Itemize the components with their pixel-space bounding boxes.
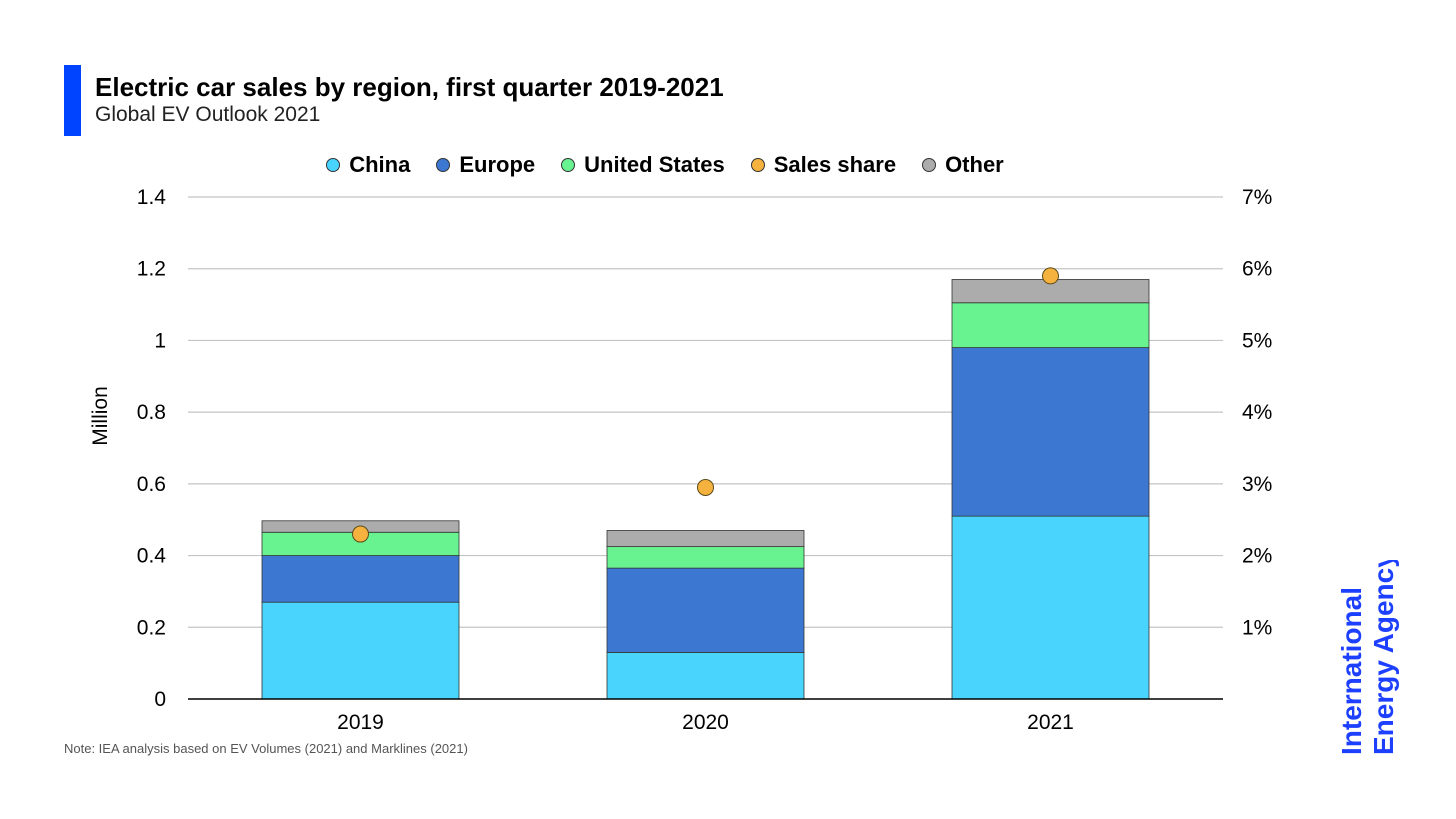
bar-europe-2019 (261, 555, 460, 603)
bar-europe-2020 (606, 567, 805, 653)
iea-logo-line2: Energy Agency (1368, 560, 1399, 755)
legend-item-sales-share: Sales share (750, 152, 897, 178)
legend: China Europe United States Sales share O… (0, 152, 1330, 178)
y-tick-label: 1.2 (137, 258, 166, 281)
bar-china-2021 (951, 515, 1150, 700)
x-tick-label: 2021 (1027, 711, 1074, 734)
y-tick-label: 0.6 (137, 473, 166, 496)
legend-dot-china (326, 158, 341, 172)
iea-logo-line1: International (1336, 587, 1367, 755)
legend-dot-other (922, 158, 937, 172)
sales-share-point-2020 (697, 478, 714, 496)
chart-note: Note: IEA analysis based on EV Volumes (… (64, 741, 468, 756)
y-tick-label: 1.4 (137, 186, 167, 209)
chart-title: Electric car sales by region, first quar… (95, 72, 724, 102)
y2-tick-label: 1% (1242, 616, 1272, 639)
legend-dot-sales-share (750, 158, 765, 172)
bar-united-states-2020 (606, 546, 805, 569)
title-accent-bar (64, 65, 81, 136)
bar-other-2020 (606, 530, 805, 548)
y-axis-label: Million (89, 386, 112, 446)
bar-united-states-2021 (951, 302, 1150, 348)
legend-label-other: Other (945, 152, 1004, 177)
legend-item-other: Other (922, 152, 1004, 178)
y2-tick-label: 6% (1242, 258, 1272, 281)
y2-tick-label: 3% (1242, 473, 1272, 496)
legend-label-sales-share: Sales share (773, 152, 897, 177)
bar-china-2019 (261, 601, 460, 700)
legend-label-china: China (349, 152, 411, 177)
sales-share-point-2021 (1042, 267, 1059, 285)
legend-dot-europe (436, 158, 451, 172)
legend-label-united-states: United States (584, 152, 725, 177)
y-tick-label: 0.4 (137, 545, 167, 568)
x-tick-label: 2019 (337, 711, 384, 734)
y-tick-label: 0.8 (137, 401, 166, 424)
legend-item-europe: Europe (436, 152, 535, 178)
legend-item-china: China (326, 152, 410, 178)
legend-label-europe: Europe (459, 152, 536, 177)
bar-china-2020 (606, 651, 805, 700)
iea-logo: International Energy Agency (1336, 560, 1399, 755)
bar-europe-2021 (951, 347, 1150, 517)
sales-share-point-2019 (352, 525, 369, 543)
x-tick-label: 2020 (682, 711, 729, 734)
y-tick-label: 1 (154, 329, 166, 352)
y-tick-label: 0.2 (137, 616, 166, 639)
legend-item-united-states: United States (561, 152, 725, 178)
y2-tick-label: 2% (1242, 545, 1272, 568)
y2-tick-label: 4% (1242, 401, 1272, 424)
legend-dot-united-states (561, 158, 576, 172)
y2-tick-label: 5% (1242, 329, 1272, 352)
y2-tick-label: 7% (1242, 186, 1272, 209)
chart-subtitle: Global EV Outlook 2021 (95, 103, 321, 126)
y-tick-label: 0 (154, 688, 166, 711)
